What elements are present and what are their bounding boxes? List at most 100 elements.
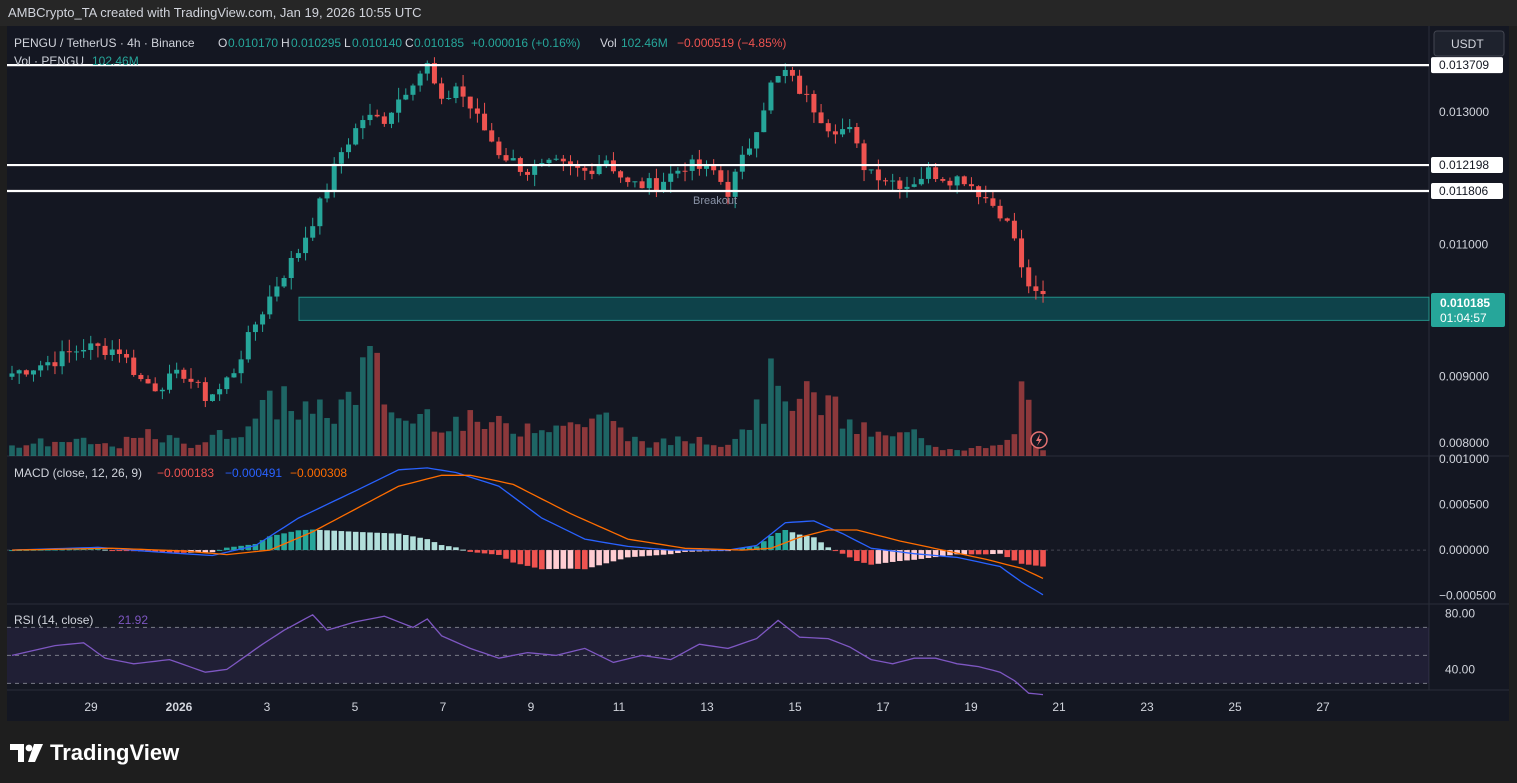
volume-bar bbox=[202, 442, 209, 456]
candle-body bbox=[95, 343, 101, 346]
macd-histogram-bar bbox=[87, 548, 94, 551]
macd-histogram-bar bbox=[238, 545, 244, 551]
volume-bar bbox=[374, 352, 380, 456]
time-axis-tick: 11 bbox=[613, 700, 626, 714]
candle-body bbox=[861, 143, 867, 171]
volume-bar bbox=[59, 441, 65, 456]
volume-bar bbox=[102, 443, 108, 456]
candle-body bbox=[525, 171, 531, 175]
candle-body bbox=[553, 158, 559, 160]
support-zone[interactable] bbox=[298, 296, 1430, 321]
macd-histogram-bar bbox=[209, 550, 216, 553]
candle-body bbox=[983, 197, 989, 199]
candle-body bbox=[768, 82, 774, 111]
candle-body bbox=[682, 170, 688, 172]
candle-body bbox=[1004, 218, 1010, 221]
volume-bar bbox=[173, 437, 180, 456]
candle-body bbox=[503, 155, 509, 161]
macd-histogram-bar bbox=[796, 534, 803, 551]
candle-body bbox=[9, 373, 15, 377]
volume-bar bbox=[997, 444, 1003, 456]
volume-bar bbox=[95, 443, 101, 456]
macd-legend-hist: −0.000183 bbox=[157, 466, 214, 480]
volume-bar bbox=[130, 437, 137, 456]
candle-body bbox=[925, 167, 931, 179]
candle-body bbox=[45, 362, 51, 366]
volume-bar bbox=[646, 447, 653, 456]
volume-bar bbox=[1040, 450, 1046, 456]
macd-histogram-bar bbox=[646, 550, 653, 556]
candle-body bbox=[417, 73, 423, 86]
candle-body bbox=[596, 165, 602, 175]
volume-bar bbox=[803, 381, 810, 456]
candle-body bbox=[66, 351, 72, 353]
candle-body bbox=[532, 166, 538, 175]
candle-body bbox=[811, 93, 817, 113]
axis-labels: 0.0140000.0130000.0110000.0090000.008000… bbox=[84, 39, 1496, 714]
macd-histogram-bar bbox=[59, 549, 65, 551]
time-axis-tick: 3 bbox=[264, 700, 271, 714]
lightning-icon[interactable] bbox=[1030, 431, 1048, 449]
macd-histogram-bar bbox=[460, 549, 466, 551]
price-badge-price: 0.010185 bbox=[1440, 296, 1490, 310]
candle-body bbox=[668, 173, 674, 182]
macd-histogram-bar bbox=[302, 529, 309, 551]
macd-legend: MACD (close, 12, 26, 9) −0.000183 −0.000… bbox=[14, 466, 347, 480]
volume-bar bbox=[947, 449, 953, 456]
volume-bar bbox=[331, 423, 337, 456]
macd-histogram-bar bbox=[381, 533, 388, 551]
macd-histogram-bar bbox=[660, 550, 667, 555]
time-axis-tick: 29 bbox=[84, 700, 98, 714]
candle-body bbox=[188, 378, 194, 382]
volume-bar bbox=[381, 404, 388, 456]
macd-histogram-bar bbox=[1011, 550, 1018, 561]
volume-bar bbox=[30, 443, 37, 456]
macd-histogram-bar bbox=[66, 549, 73, 551]
candle-body bbox=[381, 116, 387, 124]
candle-body bbox=[761, 110, 767, 133]
volume-bar bbox=[739, 429, 746, 456]
volume-bar bbox=[839, 428, 846, 456]
price-axis-tick: 0.013000 bbox=[1439, 105, 1489, 119]
legend-high-label: H bbox=[281, 36, 290, 50]
candle-body bbox=[217, 389, 223, 395]
candle-body bbox=[159, 389, 165, 392]
candle-body bbox=[38, 365, 44, 371]
macd-histogram-bar bbox=[224, 547, 230, 551]
candle-body bbox=[704, 164, 710, 169]
macd-histogram-bar bbox=[675, 550, 681, 554]
candle-body bbox=[124, 354, 130, 358]
macd-histogram-bar bbox=[546, 550, 552, 570]
volume-bar bbox=[345, 391, 352, 456]
tradingview-logo-icon bbox=[10, 744, 43, 762]
macd-histogram-bar bbox=[560, 550, 567, 569]
macd-histogram-bar bbox=[309, 529, 316, 551]
candle-body bbox=[388, 112, 394, 124]
volume-bar bbox=[624, 441, 631, 456]
candle-body bbox=[875, 169, 881, 181]
macd-histogram-bar bbox=[682, 550, 688, 552]
volume-bar bbox=[782, 401, 789, 456]
macd-histogram-bar bbox=[610, 550, 617, 562]
macd-histogram-bar bbox=[195, 550, 201, 553]
currency-button[interactable] bbox=[1433, 30, 1505, 57]
volume-bar bbox=[789, 410, 796, 456]
candle-body bbox=[632, 181, 638, 183]
candle-body bbox=[410, 85, 416, 95]
candle-body bbox=[918, 178, 924, 185]
macd-histogram-bar bbox=[360, 532, 366, 551]
macd-histogram-bar bbox=[438, 545, 445, 551]
volume-bar bbox=[317, 399, 323, 456]
candle-body bbox=[575, 164, 581, 168]
candle-body bbox=[968, 184, 974, 187]
volume-bar bbox=[388, 412, 395, 456]
candle-body bbox=[990, 198, 996, 206]
volume-bar bbox=[897, 432, 903, 456]
candle-body bbox=[618, 171, 624, 178]
candle-body bbox=[890, 180, 896, 182]
volume-bar bbox=[703, 444, 710, 456]
candle-body bbox=[231, 373, 237, 378]
volume-bar bbox=[66, 442, 73, 456]
